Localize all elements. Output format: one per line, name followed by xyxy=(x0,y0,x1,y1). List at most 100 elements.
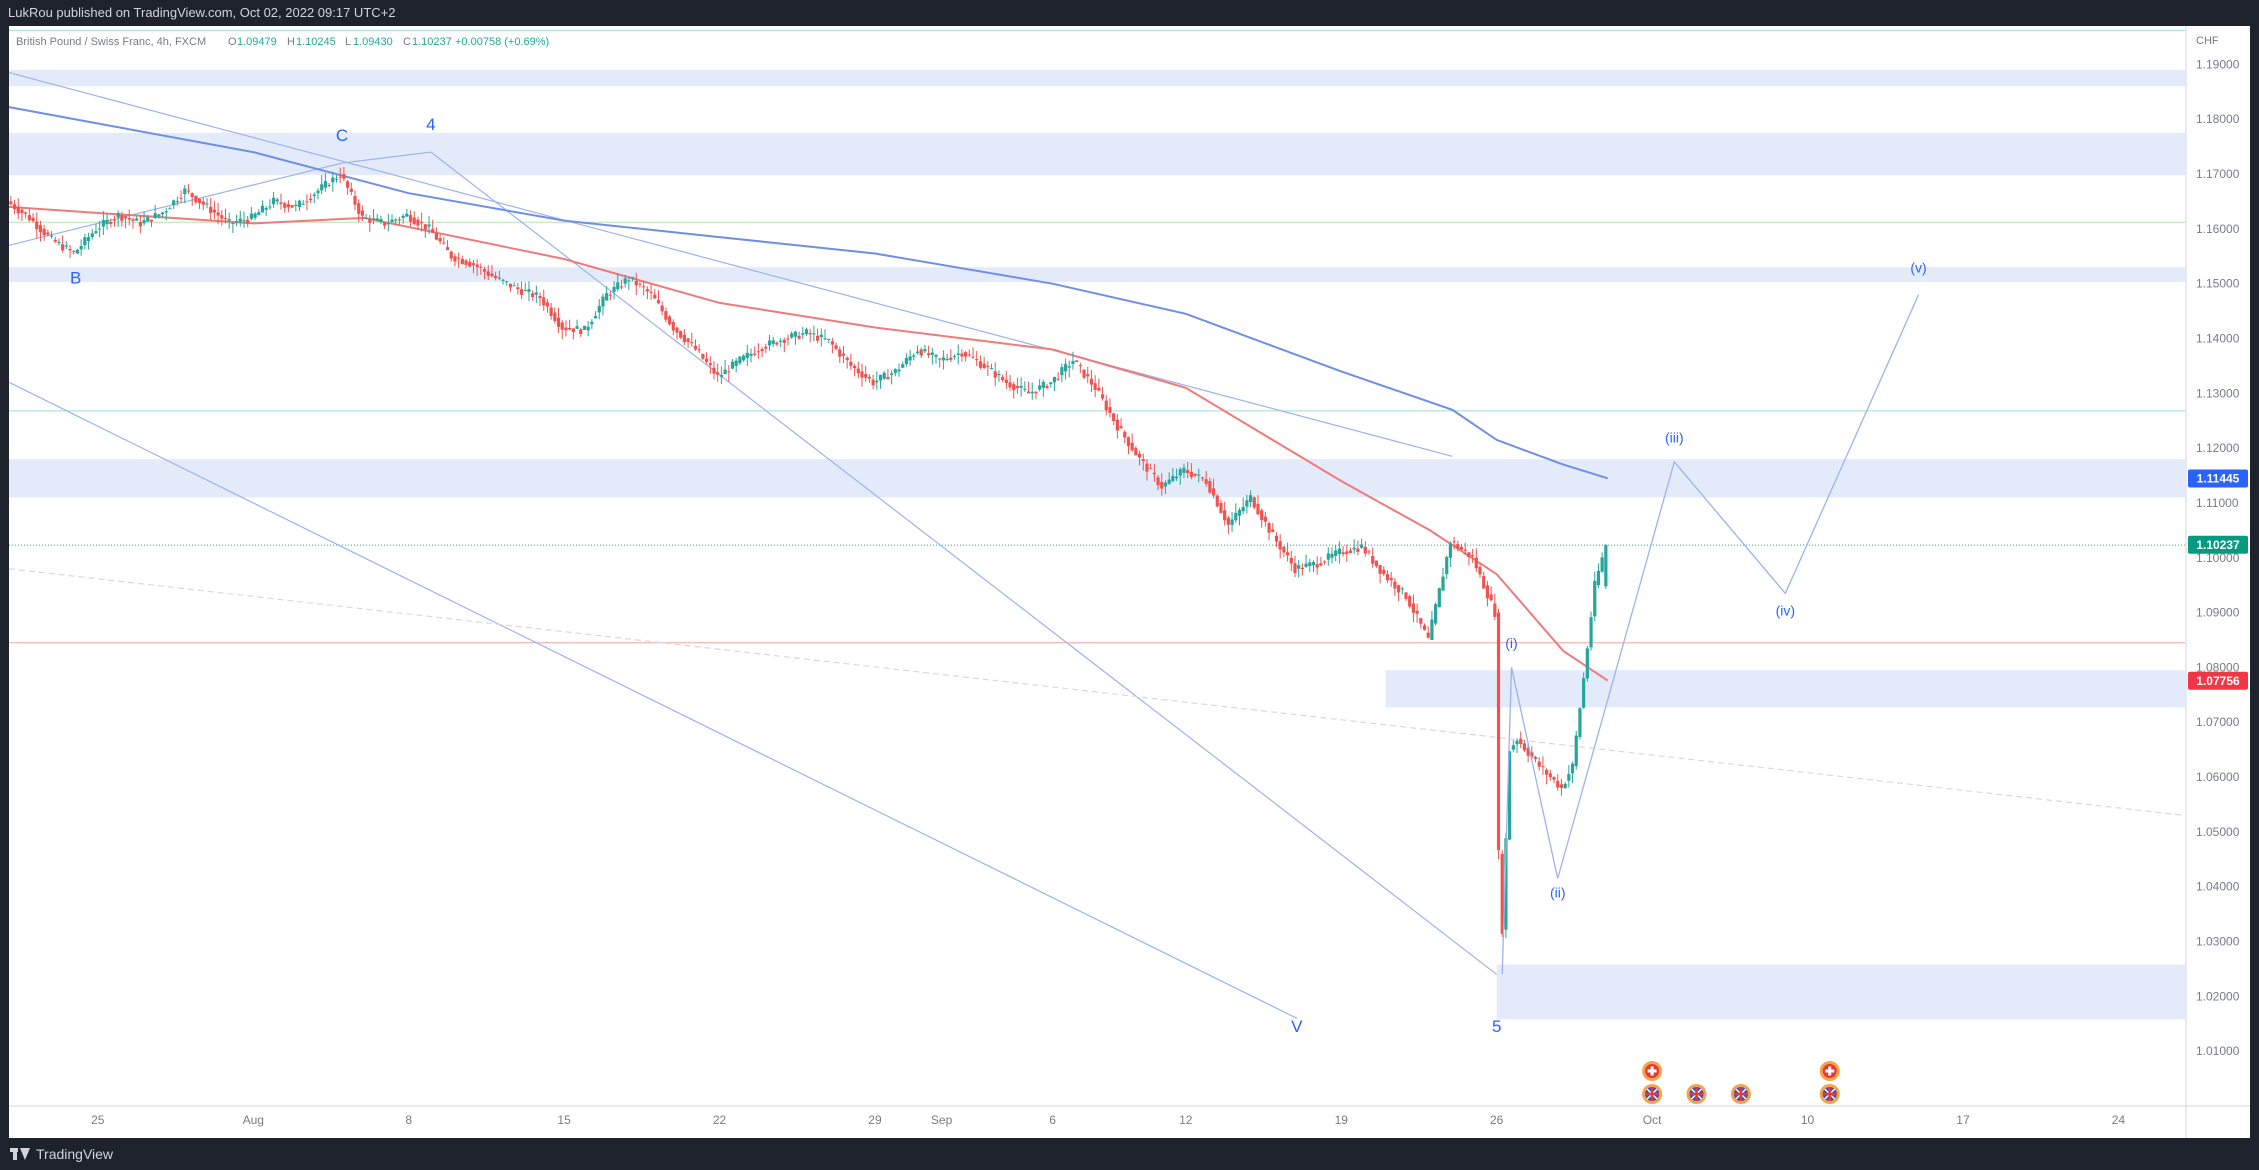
candle-body-181 xyxy=(679,331,683,338)
candle-body-63 xyxy=(242,220,246,222)
candle-body-179 xyxy=(671,322,675,331)
candle-body-305 xyxy=(1137,453,1142,458)
event-marker-1-uk[interactable] xyxy=(1642,1084,1663,1104)
event-marker-0-ch[interactable] xyxy=(1642,1061,1663,1081)
candle-body-332 xyxy=(1237,509,1242,516)
candle-body-194 xyxy=(727,371,731,373)
candle-body-216 xyxy=(808,333,812,335)
candle-body-161 xyxy=(605,293,609,301)
candle-body-180 xyxy=(675,327,679,333)
candle-body-60 xyxy=(231,222,235,224)
candle-body-348 xyxy=(1297,565,1301,569)
candle-body-141 xyxy=(531,293,535,298)
event-marker-4-ch[interactable] xyxy=(1819,1061,1840,1081)
candle-body-389 xyxy=(1448,543,1453,558)
candle-body-387 xyxy=(1441,576,1445,591)
candle-body-408 xyxy=(1519,738,1523,744)
candle-body-78 xyxy=(297,200,302,207)
candle-body-405 xyxy=(1508,751,1512,840)
candle-body-289 xyxy=(1078,364,1082,366)
candle-body-36 xyxy=(142,220,146,224)
price-badges: 1.11445 1.10237 1.07756 xyxy=(2188,469,2248,690)
candle-body-89 xyxy=(338,176,342,178)
candle-body-86 xyxy=(327,184,331,186)
y-tick-12: 1.07000 xyxy=(2196,715,2240,729)
candle-body-304 xyxy=(1134,448,1138,456)
x-tick-10: 26 xyxy=(1490,1113,1504,1127)
candle-body-257 xyxy=(960,353,964,357)
candle-body-278 xyxy=(1038,385,1042,390)
candle-body-317 xyxy=(1182,467,1186,473)
candle-body-27 xyxy=(109,221,113,224)
candle-body-76 xyxy=(290,205,294,208)
candle-body-240 xyxy=(897,369,901,372)
candle-body-276 xyxy=(1030,391,1034,394)
y-tick-16: 1.03000 xyxy=(2196,935,2240,949)
candle-body-223 xyxy=(834,345,838,349)
candle-body-48 xyxy=(186,190,191,192)
candle-body-294 xyxy=(1097,387,1101,391)
symbol-legend: British Pound / Swiss Franc, 4h, FXCM O … xyxy=(16,36,549,48)
candle-body-20 xyxy=(83,237,87,246)
candle-body-313 xyxy=(1167,479,1171,484)
candle-body-101 xyxy=(383,222,387,226)
y-tick-14: 1.05000 xyxy=(2196,825,2240,839)
trendline-0 xyxy=(8,72,1453,457)
candle-body-152 xyxy=(571,328,575,333)
candle-body-15 xyxy=(64,245,68,247)
candle-body-66 xyxy=(253,213,257,218)
candle-body-178 xyxy=(667,316,672,325)
y-tick-5: 1.14000 xyxy=(2196,331,2240,345)
event-marker-3-uk[interactable] xyxy=(1730,1084,1751,1104)
candle-body-41 xyxy=(160,212,165,215)
candle-body-417 xyxy=(1552,777,1556,780)
candle-body-26 xyxy=(105,219,109,225)
candle-body-3 xyxy=(20,209,24,214)
x-tick-7: 6 xyxy=(1049,1113,1056,1127)
y-tick-1: 1.18000 xyxy=(2196,112,2240,126)
candle-body-309 xyxy=(1152,472,1156,475)
candle-body-415 xyxy=(1545,769,1549,775)
event-marker-2-uk[interactable] xyxy=(1686,1084,1707,1104)
candle-body-47 xyxy=(183,188,187,195)
candle-body-339 xyxy=(1263,516,1267,522)
economic-event-markers[interactable] xyxy=(1642,1061,1840,1104)
candle-body-73 xyxy=(279,202,283,204)
candle-body-46 xyxy=(179,197,183,199)
chart-frame[interactable] xyxy=(9,26,2250,1138)
event-marker-5-uk[interactable] xyxy=(1819,1084,1840,1104)
candle-body-113 xyxy=(427,224,431,227)
candle-body-367 xyxy=(1367,551,1371,553)
candle-body-382 xyxy=(1422,625,1427,630)
candle-body-21 xyxy=(86,237,91,242)
candle-body-193 xyxy=(723,369,727,375)
candle-body-358 xyxy=(1334,550,1338,556)
y-tick-0: 1.19000 xyxy=(2196,57,2240,71)
wave-label-3: V xyxy=(1291,1017,1303,1036)
candle-body-187 xyxy=(701,354,705,359)
candle-body-279 xyxy=(1041,381,1045,388)
candle-body-145 xyxy=(545,302,550,307)
candle-body-250 xyxy=(934,354,938,357)
tradingview-logo[interactable]: TradingView xyxy=(10,1138,113,1170)
candle-body-412 xyxy=(1533,756,1538,759)
x-tick-3: 15 xyxy=(557,1113,571,1127)
candle-body-99 xyxy=(375,218,379,221)
flag-cross-h xyxy=(1647,1069,1657,1073)
candle-body-334 xyxy=(1245,500,1249,507)
legend-o-value: 1.09479 xyxy=(237,36,277,48)
candle-body-211 xyxy=(790,333,794,338)
legend-change: +0.00758 (+0.69%) xyxy=(455,36,549,48)
candle-body-108 xyxy=(408,215,413,222)
candle-body-350 xyxy=(1304,563,1308,567)
candle-body-361 xyxy=(1345,551,1349,554)
candle-body-298 xyxy=(1112,413,1116,421)
legend-l-label: L xyxy=(345,36,351,48)
candle-body-325 xyxy=(1211,488,1216,496)
candle-body-333 xyxy=(1241,506,1245,512)
candle-body-189 xyxy=(708,363,712,366)
candle-body-370 xyxy=(1378,565,1382,574)
candle-body-292 xyxy=(1089,378,1094,385)
candle-body-426 xyxy=(1585,648,1589,679)
